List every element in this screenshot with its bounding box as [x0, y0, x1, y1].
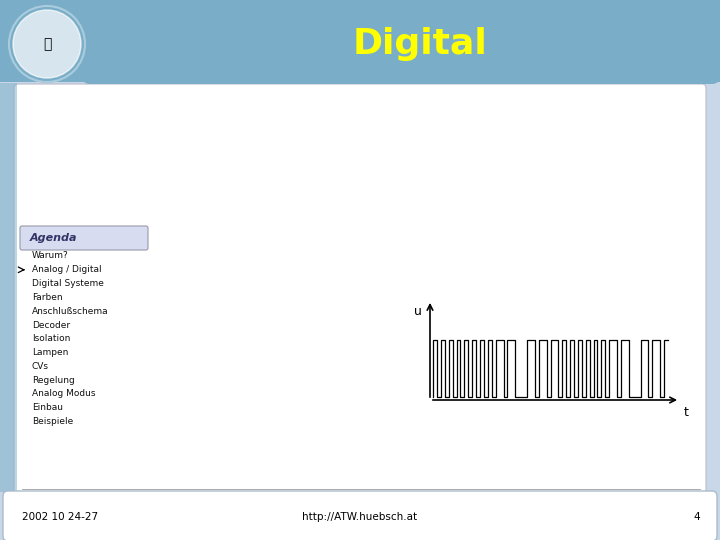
Text: Einbau: Einbau — [32, 403, 63, 413]
Text: t: t — [684, 406, 689, 419]
Text: Isolation: Isolation — [32, 334, 71, 343]
Text: Agenda: Agenda — [30, 233, 78, 243]
Circle shape — [9, 6, 85, 82]
Text: Analog / Digital: Analog / Digital — [32, 265, 102, 274]
Text: Lampen: Lampen — [32, 348, 68, 357]
Text: 🚂: 🚂 — [42, 37, 51, 51]
Text: Digital Systeme: Digital Systeme — [32, 279, 104, 288]
FancyBboxPatch shape — [82, 0, 720, 84]
Text: Warum?: Warum? — [32, 252, 68, 260]
Text: Farben: Farben — [32, 293, 63, 302]
Text: http://ATW.huebsch.at: http://ATW.huebsch.at — [302, 512, 418, 522]
Text: Regelung: Regelung — [32, 376, 75, 384]
Text: 2002 10 24-27: 2002 10 24-27 — [22, 512, 98, 522]
FancyBboxPatch shape — [3, 491, 717, 540]
Text: Beispiele: Beispiele — [32, 417, 73, 426]
Text: CVs: CVs — [32, 362, 49, 371]
Text: Decoder: Decoder — [32, 321, 70, 329]
FancyBboxPatch shape — [14, 84, 706, 496]
FancyBboxPatch shape — [20, 226, 148, 250]
Circle shape — [13, 10, 81, 78]
Text: Analog Modus: Analog Modus — [32, 389, 96, 399]
FancyBboxPatch shape — [0, 83, 17, 492]
FancyBboxPatch shape — [0, 0, 720, 82]
Text: 4: 4 — [693, 512, 700, 522]
Text: Anschlußschema: Anschlußschema — [32, 307, 109, 316]
Text: u: u — [414, 305, 422, 318]
Text: Digital: Digital — [353, 27, 487, 61]
